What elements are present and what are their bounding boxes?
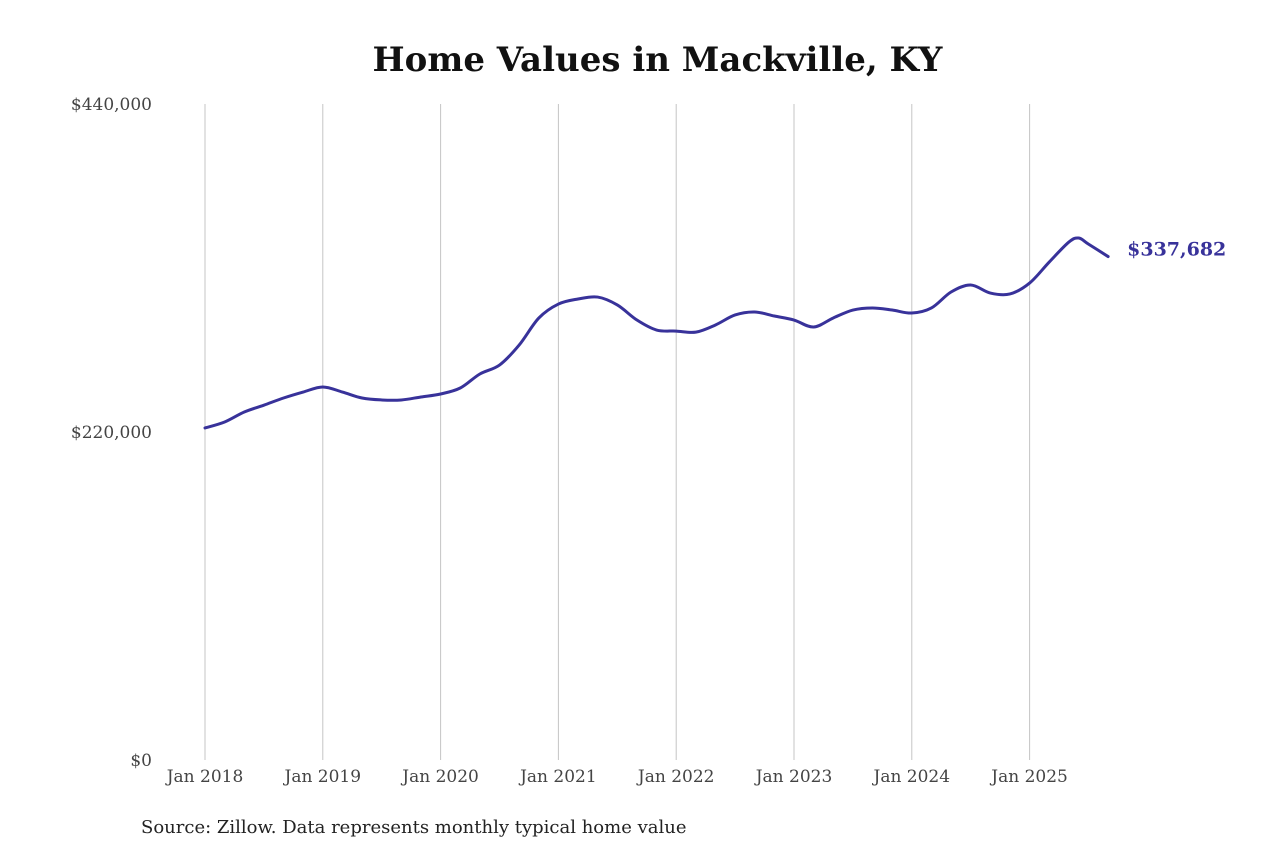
y-tick-label: $220,000 <box>71 423 152 443</box>
y-tick-label: $440,000 <box>71 95 152 115</box>
x-tick-label: Jan 2018 <box>165 767 244 787</box>
end-value-label: $337,682 <box>1127 239 1226 261</box>
x-tick-label: Jan 2019 <box>283 767 362 787</box>
x-tick-label: Jan 2024 <box>872 767 951 787</box>
home-value-line <box>203 236 1110 430</box>
source-note: Source: Zillow. Data represents monthly … <box>141 817 687 838</box>
chart-title: Home Values in Mackville, KY <box>372 40 943 80</box>
x-tick-label: Jan 2021 <box>518 767 597 787</box>
y-tick-label: $0 <box>130 751 152 771</box>
x-tick-label: Jan 2020 <box>400 767 479 787</box>
x-tick-label: Jan 2022 <box>636 767 715 787</box>
x-tick-label: Jan 2025 <box>989 767 1068 787</box>
x-tick-label: Jan 2023 <box>754 767 833 787</box>
